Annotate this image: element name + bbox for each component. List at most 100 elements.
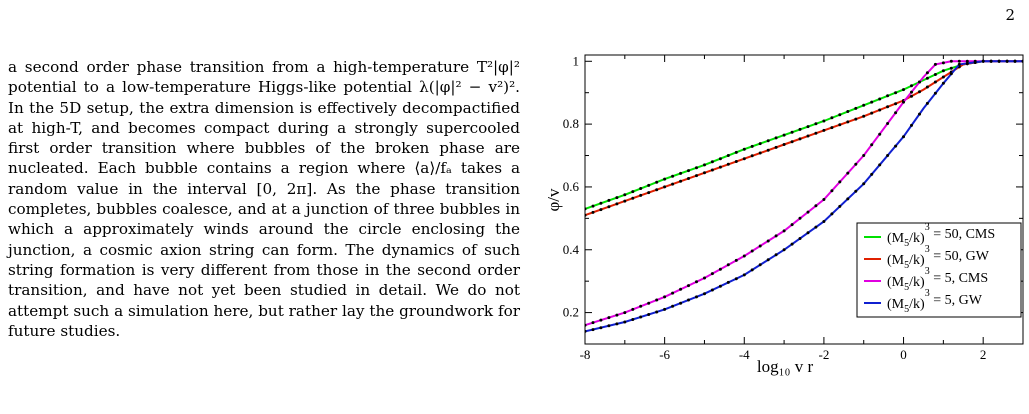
series-point <box>655 310 659 314</box>
series-point <box>726 280 730 284</box>
series-point <box>774 253 778 257</box>
series-point <box>631 307 635 311</box>
series-point <box>710 160 714 164</box>
series-point <box>599 318 603 322</box>
legend-label-part: = 50, CMS <box>930 227 995 242</box>
series-point <box>933 73 937 76</box>
series-line <box>585 60 1023 210</box>
series-point <box>854 189 858 193</box>
series-point <box>718 267 722 271</box>
legend-label-part: /k) <box>909 297 925 312</box>
series-point <box>607 316 611 320</box>
legend-label-part: (M <box>887 231 905 246</box>
series-point <box>886 122 890 125</box>
series-point <box>846 120 850 124</box>
series-point <box>585 329 587 333</box>
series-point <box>894 102 898 106</box>
legend-label-part: 5 <box>904 238 909 249</box>
series-point <box>838 113 842 117</box>
series-point <box>599 326 603 330</box>
series-point <box>687 169 690 173</box>
series-point <box>925 76 929 80</box>
series-point <box>941 75 945 79</box>
legend-label-part: = 5, CMS <box>930 271 988 286</box>
series-point <box>615 322 619 326</box>
legend-label-part: 5 <box>904 304 909 315</box>
series-point <box>814 122 818 126</box>
series-point <box>790 140 794 144</box>
series-point <box>933 91 937 95</box>
series-point <box>679 171 683 175</box>
legend-label-part: 5 <box>904 282 909 293</box>
series-point <box>925 71 929 75</box>
series-point <box>894 91 898 95</box>
series-point <box>647 313 651 316</box>
x-tick-label: -8 <box>580 347 591 362</box>
series-point <box>585 207 587 211</box>
series-point <box>862 182 866 186</box>
series-point <box>631 318 635 321</box>
series-point <box>703 292 706 296</box>
series-point <box>710 168 714 172</box>
series-point <box>734 277 738 281</box>
series-point <box>806 210 810 214</box>
series-point <box>806 134 810 138</box>
series-point <box>655 298 659 302</box>
body-text-column: a second order phase transition from a h… <box>8 57 520 341</box>
series-point <box>687 284 690 288</box>
series-point <box>973 60 977 64</box>
series-point <box>886 94 890 98</box>
legend-label-part: /k) <box>909 231 925 246</box>
series-point <box>758 263 762 267</box>
series-point <box>846 197 850 201</box>
series-point <box>902 100 905 104</box>
series-point <box>766 239 770 243</box>
series-point <box>695 174 698 178</box>
series-point <box>726 162 730 166</box>
series-point <box>854 106 858 110</box>
legend-label: (M5/k)3 = 50, CMS <box>887 222 995 249</box>
series-point <box>925 85 929 89</box>
series-point <box>830 189 834 193</box>
series-point <box>782 143 786 146</box>
series-point <box>846 110 850 113</box>
series-point <box>774 234 778 238</box>
series-point <box>830 212 834 216</box>
series-point <box>1021 59 1023 63</box>
series-point <box>710 272 714 276</box>
series-point <box>718 165 722 169</box>
series-point <box>599 208 603 212</box>
series-point <box>774 145 778 149</box>
legend-label-part: (M <box>887 253 905 268</box>
series-point <box>663 295 667 299</box>
legend-box <box>856 222 1022 318</box>
series-point <box>870 100 874 104</box>
series-point <box>941 81 945 85</box>
series-point <box>910 84 913 88</box>
series-point <box>615 196 619 200</box>
series-point <box>814 204 818 208</box>
series-point <box>949 72 953 76</box>
y-tick-label: 0.2 <box>563 305 579 320</box>
series-point <box>742 254 746 258</box>
series-point <box>870 172 874 176</box>
series-point <box>726 263 730 267</box>
series-point <box>607 198 611 202</box>
series-point <box>703 171 706 175</box>
series-point <box>822 119 826 123</box>
series-point <box>870 143 874 147</box>
series-point <box>750 249 754 253</box>
series-point <box>830 126 834 130</box>
series-point <box>806 125 810 129</box>
y-tick-label: 0.4 <box>563 242 580 257</box>
series-point <box>585 323 587 327</box>
series-point <box>607 205 611 209</box>
series-point <box>718 284 722 288</box>
series-point <box>599 201 603 205</box>
series-point <box>679 179 683 183</box>
legend-label-part: 3 <box>925 244 930 255</box>
series-point <box>981 59 985 63</box>
series-point <box>647 183 651 187</box>
series-point <box>774 136 778 140</box>
series-point <box>695 295 698 299</box>
